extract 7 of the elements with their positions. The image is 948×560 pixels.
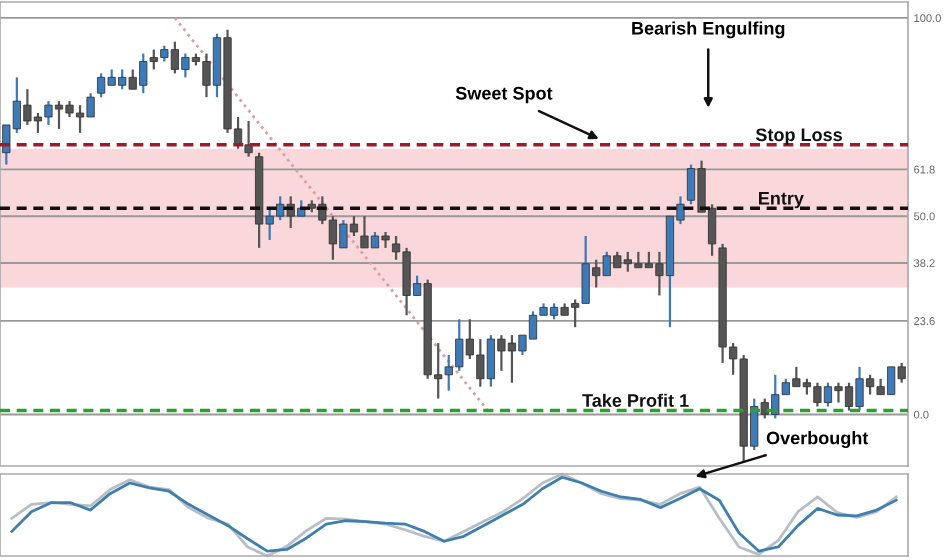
annotation: Bearish Engulfing <box>632 21 785 39</box>
ref-line-label: Take Profit 1 <box>582 393 689 407</box>
ref-line-label: Stop Loss <box>755 128 842 145</box>
annotation: Sweet Spot <box>455 86 553 104</box>
annotation: Overbought <box>766 431 869 449</box>
ref-line-label: Entry <box>759 192 804 209</box>
candlestick <box>244 119 253 158</box>
